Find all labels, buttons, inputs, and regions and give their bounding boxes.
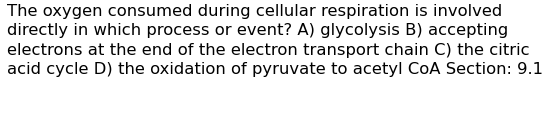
Text: The oxygen consumed during cellular respiration is involved
directly in which pr: The oxygen consumed during cellular resp… — [7, 4, 543, 77]
